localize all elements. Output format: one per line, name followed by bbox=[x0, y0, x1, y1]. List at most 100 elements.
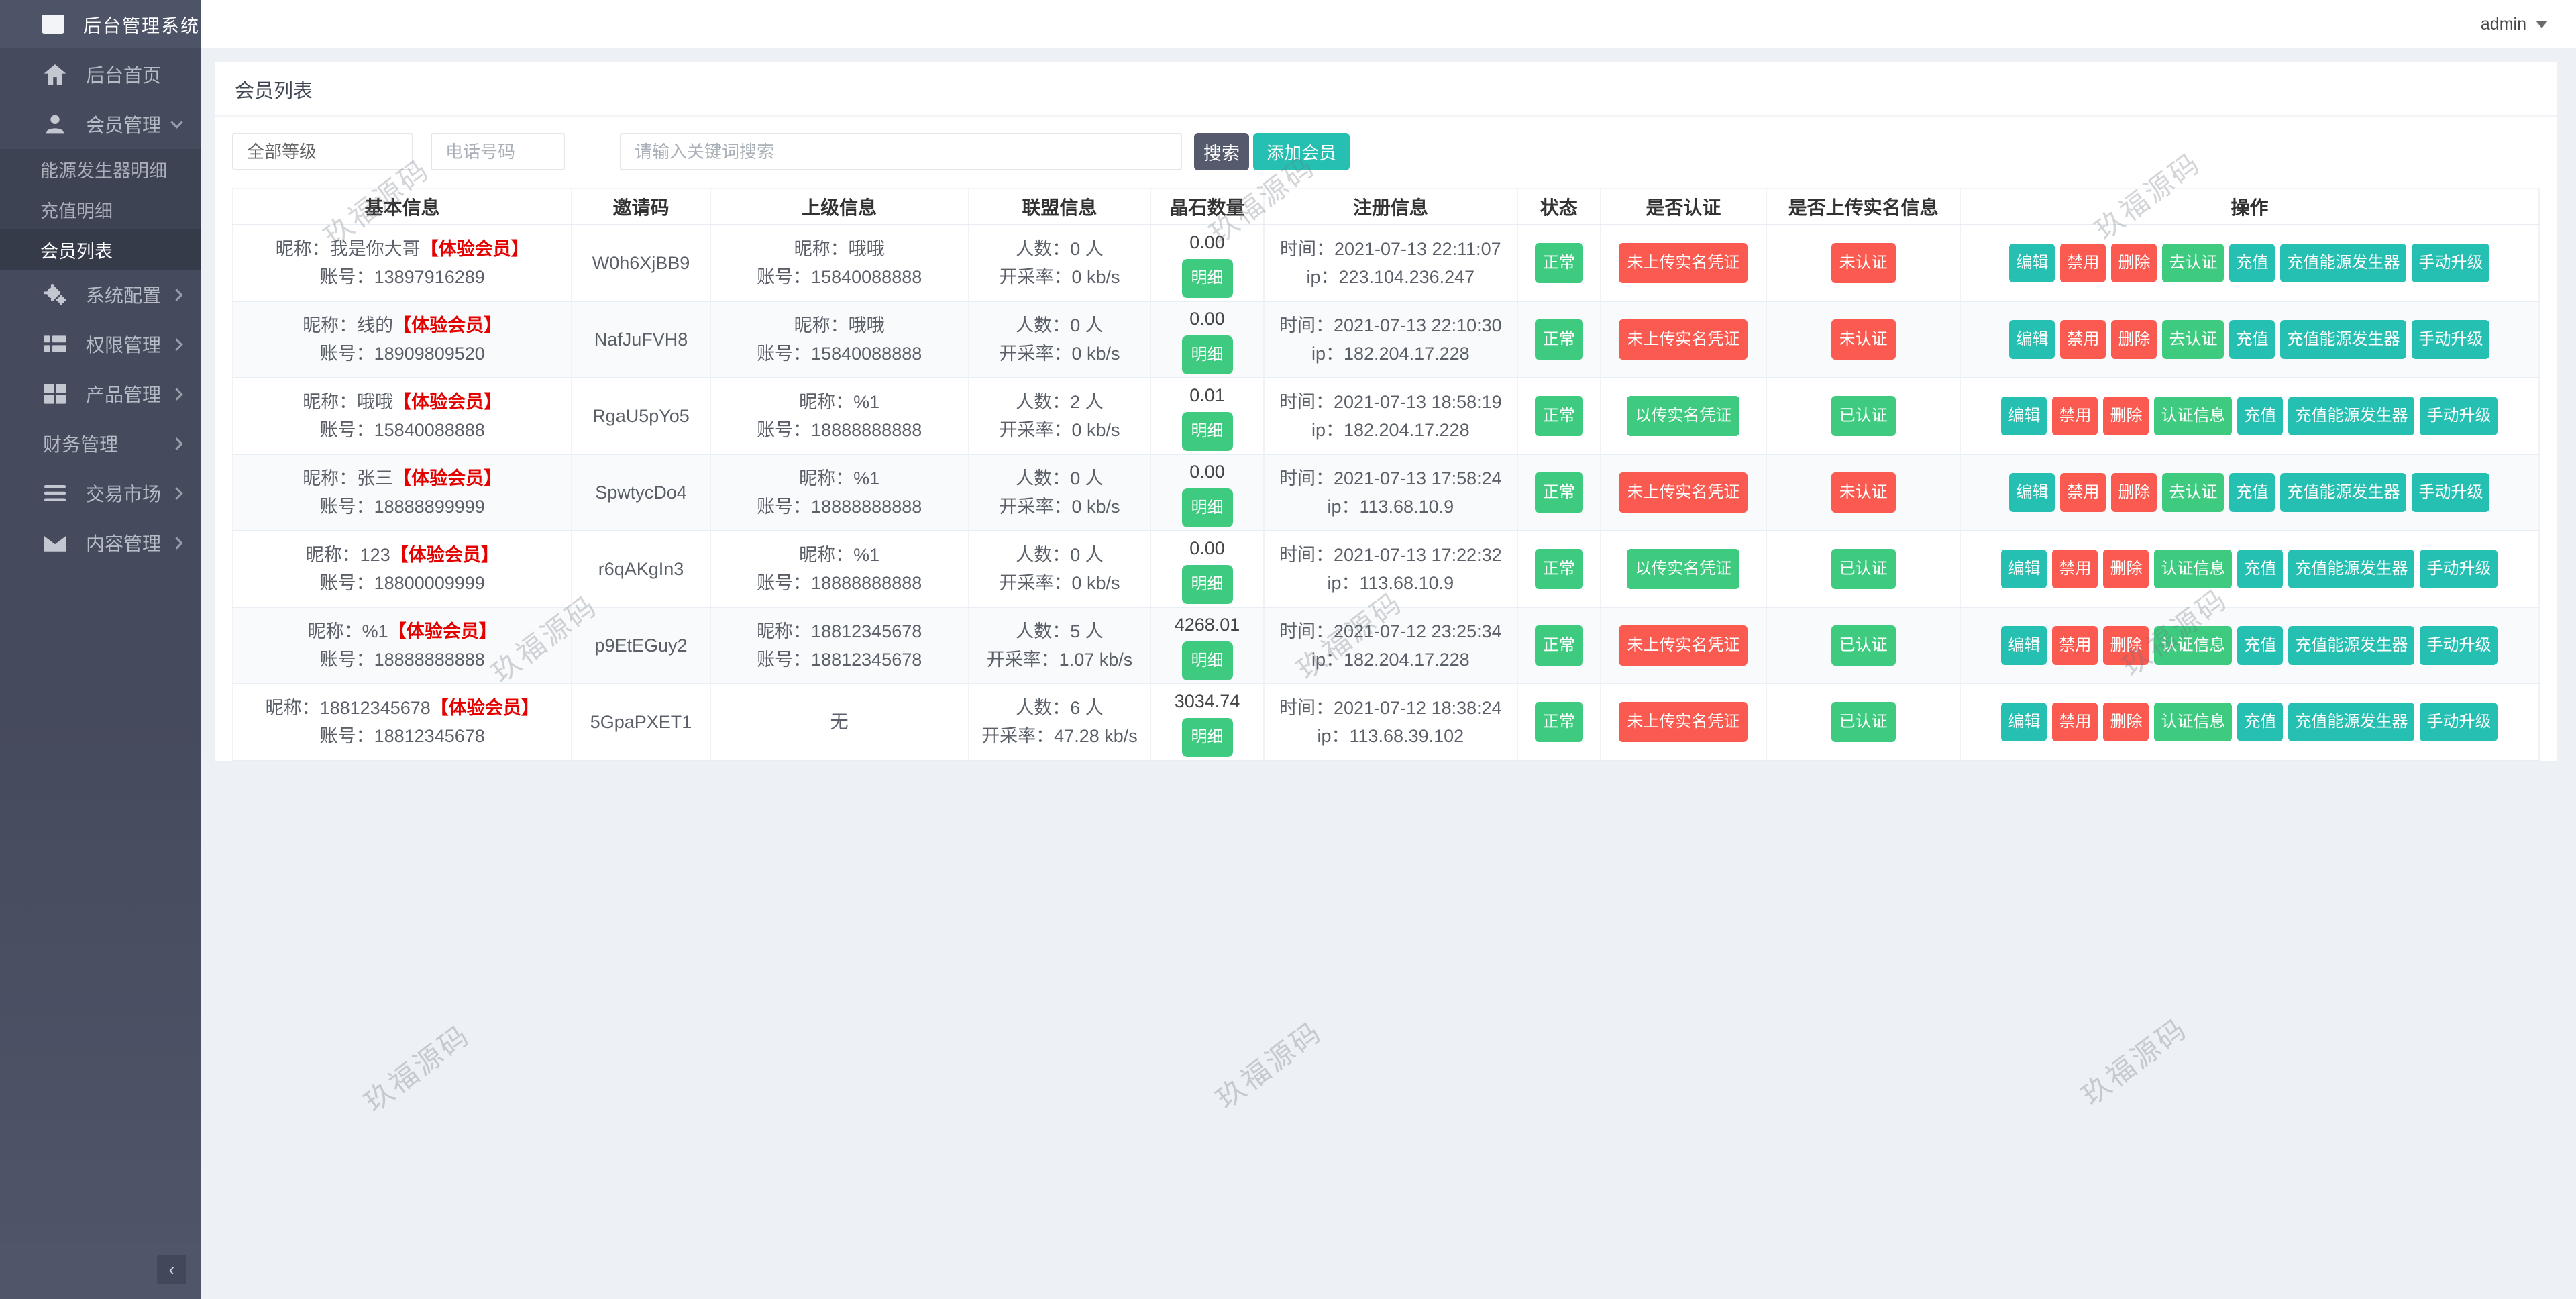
op-button[interactable]: 编辑 bbox=[2009, 320, 2055, 359]
op-button[interactable]: 手动升级 bbox=[2412, 473, 2490, 512]
op-button[interactable]: 去认证 bbox=[2162, 473, 2224, 512]
collapse-sidebar-button[interactable]: ‹ bbox=[157, 1255, 186, 1284]
op-button[interactable]: 禁用 bbox=[2052, 550, 2098, 588]
register-ip: ip：113.68.39.102 bbox=[1317, 726, 1464, 746]
op-button[interactable]: 充值 bbox=[2237, 397, 2284, 435]
op-button[interactable]: 编辑 bbox=[2001, 703, 2047, 741]
op-button[interactable]: 认证信息 bbox=[2154, 550, 2233, 588]
sidebar-item-market[interactable]: 交易市场 bbox=[0, 468, 201, 518]
parent-account: 账号：18888888888 bbox=[757, 420, 922, 440]
member-account: 账号：15840088888 bbox=[319, 420, 485, 440]
op-button[interactable]: 充值能源发生器 bbox=[2288, 550, 2415, 588]
op-button[interactable]: 禁用 bbox=[2060, 473, 2106, 512]
submenu-item-energy-generator-detail[interactable]: 能源发生器明细 bbox=[40, 160, 167, 181]
chevron-right-icon bbox=[170, 437, 183, 450]
op-button[interactable]: 删除 bbox=[2103, 397, 2149, 435]
col-invite-code: 邀请码 bbox=[572, 189, 711, 225]
cell-basic: 昵称：张三【体验会员】 账号：18888899999 bbox=[233, 454, 573, 531]
user-menu[interactable]: admin bbox=[2481, 0, 2548, 48]
op-button[interactable]: 充值 bbox=[2237, 626, 2284, 665]
sidebar-item-content[interactable]: 内容管理 bbox=[0, 518, 201, 568]
op-button[interactable]: 编辑 bbox=[2001, 550, 2047, 588]
member-nickname: 昵称：123 bbox=[305, 545, 390, 565]
op-button[interactable]: 去认证 bbox=[2162, 320, 2224, 359]
sidebar-item-home[interactable]: 后台首页 bbox=[0, 50, 201, 99]
op-button[interactable]: 编辑 bbox=[2009, 473, 2055, 512]
certified-badge: 已认证 bbox=[1831, 625, 1896, 666]
op-button[interactable]: 编辑 bbox=[2001, 626, 2047, 665]
op-button[interactable]: 充值能源发生器 bbox=[2288, 626, 2415, 665]
op-button[interactable]: 充值能源发生器 bbox=[2288, 703, 2415, 741]
level-select[interactable]: 全部等级 bbox=[232, 133, 413, 170]
phone-input[interactable] bbox=[431, 133, 565, 170]
crystal-detail-button[interactable]: 明细 bbox=[1181, 641, 1233, 680]
sidebar-item-system-config[interactable]: 系统配置 bbox=[0, 270, 201, 319]
logo-icon bbox=[42, 15, 64, 34]
op-button[interactable]: 手动升级 bbox=[2412, 244, 2490, 282]
submenu-item-member-list[interactable]: 会员列表 bbox=[0, 229, 201, 270]
col-certified: 是否认证 bbox=[1600, 189, 1768, 225]
op-button[interactable]: 编辑 bbox=[2001, 397, 2047, 435]
sidebar-item-permissions[interactable]: 权限管理 bbox=[0, 319, 201, 369]
op-button[interactable]: 手动升级 bbox=[2412, 320, 2490, 359]
op-button[interactable]: 充值能源发生器 bbox=[2280, 244, 2407, 282]
op-button[interactable]: 禁用 bbox=[2060, 320, 2106, 359]
submenu-item-recharge-detail[interactable]: 充值明细 bbox=[40, 201, 113, 221]
sidebar-item-finance[interactable]: 财务管理 bbox=[0, 419, 201, 468]
op-button[interactable]: 认证信息 bbox=[2154, 397, 2233, 435]
op-button[interactable]: 手动升级 bbox=[2420, 397, 2498, 435]
cell-basic: 昵称：%1【体验会员】 账号：18888888888 bbox=[233, 607, 573, 684]
add-member-button[interactable]: 添加会员 bbox=[1253, 133, 1350, 170]
register-time: 时间：2021-07-13 17:22:32 bbox=[1279, 545, 1502, 565]
sidebar-item-products[interactable]: 产品管理 bbox=[0, 369, 201, 419]
op-button[interactable]: 充值 bbox=[2237, 550, 2284, 588]
op-button[interactable]: 充值 bbox=[2237, 703, 2284, 741]
cell-status: 正常 bbox=[1517, 378, 1601, 455]
op-button[interactable]: 禁用 bbox=[2052, 703, 2098, 741]
op-button[interactable]: 认证信息 bbox=[2154, 703, 2233, 741]
crystal-detail-button[interactable]: 明细 bbox=[1181, 259, 1233, 298]
sidebar-item-label: 会员管理 bbox=[86, 115, 162, 136]
op-button[interactable]: 充值能源发生器 bbox=[2280, 320, 2407, 359]
bars-icon bbox=[42, 484, 68, 502]
op-button[interactable]: 禁用 bbox=[2052, 397, 2098, 435]
keyword-search-input[interactable] bbox=[620, 133, 1182, 170]
alliance-rate: 开采率：0 kb/s bbox=[999, 267, 1120, 287]
realname-upload-badge: 未上传实名凭证 bbox=[1619, 243, 1748, 283]
cell-cert-verify: 已认证 bbox=[1766, 531, 1961, 608]
op-button[interactable]: 认证信息 bbox=[2154, 626, 2233, 665]
op-button[interactable]: 删除 bbox=[2111, 320, 2157, 359]
filter-bar: 全部等级 搜索 添加会员 bbox=[215, 117, 2557, 174]
crystal-detail-button[interactable]: 明细 bbox=[1181, 412, 1233, 451]
op-button[interactable]: 去认证 bbox=[2162, 244, 2224, 282]
search-button[interactable]: 搜索 bbox=[1194, 133, 1249, 170]
op-button[interactable]: 删除 bbox=[2103, 703, 2149, 741]
op-button[interactable]: 充值 bbox=[2229, 244, 2275, 282]
op-button[interactable]: 编辑 bbox=[2009, 244, 2055, 282]
op-button[interactable]: 手动升级 bbox=[2420, 703, 2498, 741]
member-level-tag: 【体验会员】 bbox=[388, 621, 497, 641]
op-button[interactable]: 删除 bbox=[2103, 550, 2149, 588]
crystal-detail-button[interactable]: 明细 bbox=[1181, 565, 1233, 604]
crystal-detail-button[interactable]: 明细 bbox=[1181, 335, 1233, 374]
op-button[interactable]: 充值 bbox=[2229, 320, 2275, 359]
status-badge: 正常 bbox=[1534, 625, 1583, 666]
op-button[interactable]: 禁用 bbox=[2052, 626, 2098, 665]
table-row: 昵称：18812345678【体验会员】 账号：18812345678 5Gpa… bbox=[233, 684, 2540, 761]
op-button[interactable]: 充值能源发生器 bbox=[2288, 397, 2415, 435]
op-button[interactable]: 删除 bbox=[2111, 473, 2157, 512]
watermark-text: 玖福源码 bbox=[1210, 1015, 1328, 1115]
op-button[interactable]: 禁用 bbox=[2060, 244, 2106, 282]
op-button[interactable]: 充值能源发生器 bbox=[2280, 473, 2407, 512]
op-button[interactable]: 手动升级 bbox=[2420, 626, 2498, 665]
crystal-detail-button[interactable]: 明细 bbox=[1181, 718, 1233, 757]
cell-parent: 昵称：%1 账号：18888888888 bbox=[710, 454, 969, 531]
register-ip: ip：113.68.10.9 bbox=[1327, 573, 1454, 593]
crystal-detail-button[interactable]: 明细 bbox=[1181, 488, 1233, 527]
watermark-text: 玖福源码 bbox=[2076, 1012, 2194, 1112]
op-button[interactable]: 充值 bbox=[2229, 473, 2275, 512]
op-button[interactable]: 手动升级 bbox=[2420, 550, 2498, 588]
sidebar-item-members[interactable]: 会员管理 bbox=[0, 99, 201, 149]
op-button[interactable]: 删除 bbox=[2103, 626, 2149, 665]
op-button[interactable]: 删除 bbox=[2111, 244, 2157, 282]
